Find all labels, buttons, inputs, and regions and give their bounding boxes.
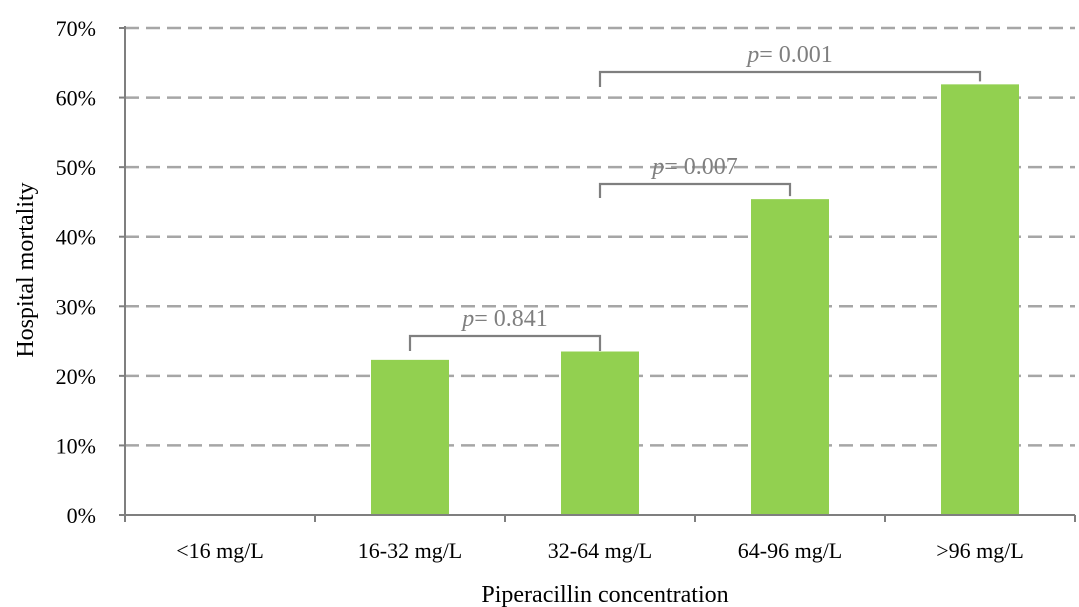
x-tick-label: 64-96 mg/L [738,538,843,563]
y-tick-label: 0% [67,503,96,528]
p-value-label: p= 0.841 [460,306,548,332]
significance-annotations: p= 0.841 p= 0.007 p= 0.001 [408,42,982,351]
significance-bracket [408,334,602,351]
axes [119,26,1076,522]
y-axis-title: Hospital mortality [13,182,39,357]
x-tick-label: >96 mg/L [936,538,1024,563]
bar [751,199,829,515]
bar [941,84,1019,516]
x-tick-label: <16 mg/L [176,538,264,563]
y-tick-label: 10% [56,433,96,458]
y-tick-label: 70% [56,16,96,41]
p-value-label: p= 0.001 [745,42,833,68]
significance-bracket [598,182,792,198]
x-axis-title: Piperacillin concentration [481,582,728,607]
y-tick-label: 30% [56,294,96,319]
significance-bracket [598,70,982,87]
y-tick-label: 60% [56,86,96,111]
tick-labels: 0% 10% 20% 30% 40% 50% 60% 70% <16 mg/L 16-32 mg/… [56,16,1024,563]
y-tick-label: 50% [56,155,96,180]
bar [371,359,449,515]
x-tick-label: 32-64 mg/L [548,538,653,563]
y-tick-label: 40% [56,225,96,250]
p-value-label: p= 0.007 [650,154,738,180]
bar [561,351,639,515]
bars [371,84,1019,516]
y-tick-label: 20% [56,364,96,389]
x-tick-label: 16-32 mg/L [358,538,463,563]
